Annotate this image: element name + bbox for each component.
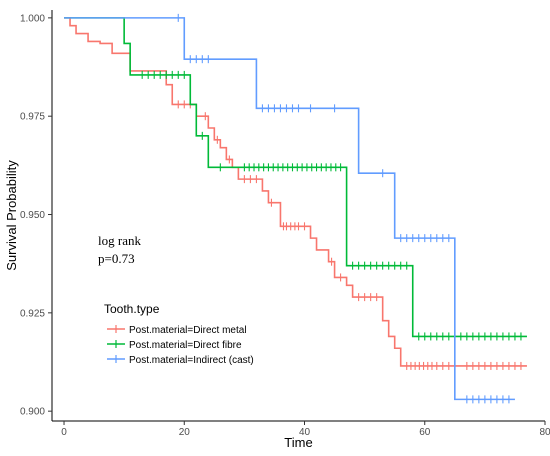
p-value-label: p=0.73 (98, 251, 135, 266)
survival-curve-indirect-cast (64, 17, 515, 401)
y-tick-label: 0.950 (20, 210, 45, 221)
x-tick-label: 60 (419, 427, 431, 438)
log-rank-label: log rank (98, 233, 141, 248)
legend-item-indirect-cast: Post.material=Indirect (cast) (107, 355, 254, 366)
legend-label-indirect-cast: Post.material=Indirect (cast) (129, 355, 254, 366)
plot-area (64, 13, 527, 404)
x-axis-title: Time (284, 435, 312, 450)
x-tick-label: 40 (299, 427, 311, 438)
legend-label-direct-fibre: Post.material=Direct fibre (129, 340, 242, 351)
x-tick-label: 20 (179, 427, 191, 438)
series-direct-fibre (64, 17, 527, 341)
survival-curve-direct-fibre (64, 17, 527, 338)
x-tick-label: 0 (61, 427, 67, 438)
x-tick-label: 80 (539, 427, 550, 438)
legend-label-direct-metal: Post.material=Direct metal (129, 325, 247, 336)
legend-item-direct-fibre: Post.material=Direct fibre (107, 340, 242, 351)
legend-title: Tooth.type (104, 302, 160, 316)
series-direct-metal (64, 17, 527, 370)
y-tick-label: 0.975 (20, 112, 45, 123)
legend: Tooth.type Post.material=Direct metal Po… (104, 302, 254, 366)
y-tick-label: 0.900 (20, 407, 45, 418)
legend-item-direct-metal: Post.material=Direct metal (107, 325, 247, 336)
y-tick-label: 1.000 (20, 13, 45, 24)
series-indirect-cast (64, 13, 515, 404)
y-tick-label: 0.925 (20, 308, 45, 319)
y-axis-title: Survival Probability (4, 160, 19, 271)
axes: 0 20 40 60 80 0.900 0.925 0.950 0.975 1.000 (20, 10, 550, 438)
